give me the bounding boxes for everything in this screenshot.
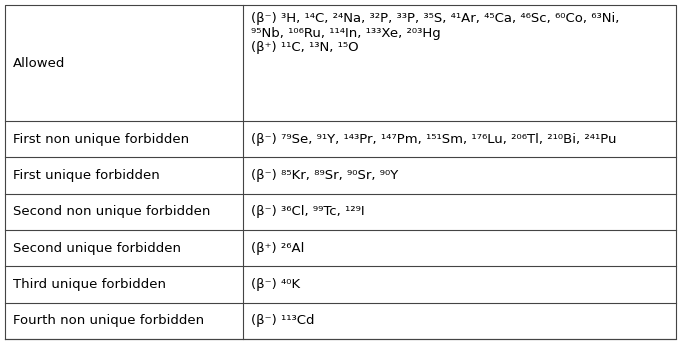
Text: (β⁺) ¹¹C, ¹³N, ¹⁵O: (β⁺) ¹¹C, ¹³N, ¹⁵O (251, 41, 359, 54)
Text: Second non unique forbidden: Second non unique forbidden (13, 205, 210, 218)
Text: First unique forbidden: First unique forbidden (13, 169, 160, 182)
Text: Third unique forbidden: Third unique forbidden (13, 278, 166, 291)
Text: (β⁺) ²⁶Al: (β⁺) ²⁶Al (251, 242, 304, 255)
Text: (β⁻) ⁸⁵Kr, ⁸⁹Sr, ⁹⁰Sr, ⁹⁰Y: (β⁻) ⁸⁵Kr, ⁸⁹Sr, ⁹⁰Sr, ⁹⁰Y (251, 169, 398, 182)
Text: Fourth non unique forbidden: Fourth non unique forbidden (13, 314, 204, 327)
Text: (β⁻) ⁴⁰K: (β⁻) ⁴⁰K (251, 278, 300, 291)
Text: (β⁻) ⁷⁹Se, ⁹¹Y, ¹⁴³Pr, ¹⁴⁷Pm, ¹⁵¹Sm, ¹⁷⁶Lu, ²⁰⁶Tl, ²¹⁰Bi, ²⁴¹Pu: (β⁻) ⁷⁹Se, ⁹¹Y, ¹⁴³Pr, ¹⁴⁷Pm, ¹⁵¹Sm, ¹⁷⁶… (251, 133, 617, 146)
Text: (β⁻) ¹¹³Cd: (β⁻) ¹¹³Cd (251, 314, 315, 327)
Text: (β⁻) ³⁶Cl, ⁹⁹Tc, ¹²⁹I: (β⁻) ³⁶Cl, ⁹⁹Tc, ¹²⁹I (251, 205, 365, 218)
Text: First non unique forbidden: First non unique forbidden (13, 133, 189, 146)
Text: Allowed: Allowed (13, 56, 65, 69)
Text: (β⁻) ³H, ¹⁴C, ²⁴Na, ³²P, ³³P, ³⁵S, ⁴¹Ar, ⁴⁵Ca, ⁴⁶Sc, ⁶⁰Co, ⁶³Ni,: (β⁻) ³H, ¹⁴C, ²⁴Na, ³²P, ³³P, ³⁵S, ⁴¹Ar,… (251, 12, 620, 25)
Text: Second unique forbidden: Second unique forbidden (13, 242, 181, 255)
Text: ⁹⁵Nb, ¹⁰⁶Ru, ¹¹⁴In, ¹³³Xe, ²⁰³Hg: ⁹⁵Nb, ¹⁰⁶Ru, ¹¹⁴In, ¹³³Xe, ²⁰³Hg (251, 27, 441, 40)
